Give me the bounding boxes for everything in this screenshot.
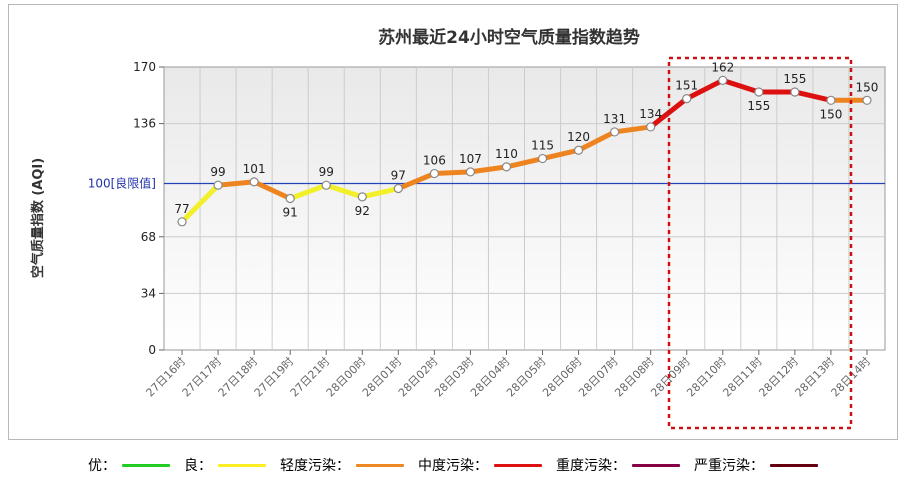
legend-swatch: [770, 463, 818, 467]
legend-swatch: [122, 463, 170, 467]
y-tick-label: 170: [133, 60, 156, 74]
data-point: [501, 162, 512, 172]
data-label: 134: [639, 107, 662, 121]
data-point: [177, 217, 187, 227]
data-point: [249, 177, 259, 187]
series-segment: [576, 129, 618, 153]
legend-item: 严重污染：: [694, 455, 818, 475]
data-point: [646, 122, 656, 132]
legend-item: 良：: [184, 455, 266, 475]
legend-label: 重度污染：: [556, 458, 626, 474]
legend-item: 优：: [88, 455, 170, 475]
aqi-line-chart: 苏州最近24小时空气质量指数趋势 100[良限值] 77 99 101 91 99 92 9…: [30, 27, 886, 430]
series-segment: [503, 156, 546, 170]
chart-frame: 苏州最近24小时空气质量指数趋势 100[良限值] 77 99 101 91 99 92 9…: [8, 4, 898, 440]
data-point: [862, 95, 872, 105]
data-point: [754, 87, 764, 97]
data-label: 162: [711, 60, 734, 74]
data-point: [321, 180, 331, 190]
series-segment: [684, 77, 726, 102]
data-point: [357, 192, 367, 202]
reference-line-label: 100[良限值]: [88, 176, 156, 191]
series-segment: [287, 182, 329, 202]
data-label: 97: [391, 169, 406, 183]
data-label: 91: [283, 206, 298, 220]
series-segment: [792, 89, 834, 103]
series-segment: [395, 171, 437, 192]
data-point: [573, 145, 584, 155]
reference-layer: 100[良限值]: [88, 176, 885, 191]
data-point: [790, 87, 800, 97]
data-label: 77: [174, 202, 189, 216]
data-label: 101: [243, 162, 266, 176]
legend-item: 轻度污染：: [280, 455, 404, 475]
series-segment: [179, 182, 221, 225]
series-segment: [540, 147, 582, 162]
data-label: 131: [603, 112, 626, 126]
data-point: [213, 180, 223, 190]
data-label: 107: [459, 152, 482, 166]
data-point: [826, 95, 836, 105]
data-label-layer: 77 99 101 91 99 92 97 106 107 110 115 120 131 134 151 1…: [174, 60, 878, 219]
x-tick-layer: 27日16时27日17时27日18时27日19时27日21时28日00时28日0…: [144, 350, 873, 399]
series-segment: [720, 77, 762, 95]
data-point: [465, 167, 476, 177]
legend-label: 中度污染：: [418, 458, 488, 474]
y-axis-label: 空气质量指数 (AQI): [30, 158, 46, 278]
data-label: 120: [567, 130, 590, 144]
x-tick-label: 28日14时: [829, 355, 874, 400]
data-label: 150: [856, 80, 879, 94]
data-point: [537, 153, 548, 164]
y-tick-label: 68: [141, 230, 156, 244]
data-label: 92: [355, 204, 370, 218]
data-label: 150: [819, 107, 842, 121]
highlight-box: [667, 56, 853, 430]
data-point: [610, 127, 620, 137]
data-label: 155: [747, 99, 770, 113]
data-point-layer: [177, 75, 872, 227]
data-point: [393, 183, 403, 194]
series-segment: [323, 182, 365, 200]
data-point: [682, 94, 692, 104]
series-segment: [431, 169, 473, 177]
series-segment: [612, 124, 654, 135]
data-label: 110: [495, 147, 518, 161]
y-tick-label: 136: [133, 117, 156, 131]
y-tick-layer: 0 34 68 136 170: [133, 60, 164, 357]
data-label: 151: [675, 79, 698, 93]
y-tick-label: 34: [141, 286, 156, 300]
data-point: [285, 193, 295, 204]
legend-label: 轻度污染：: [280, 458, 350, 474]
series-segment: [359, 186, 401, 200]
series-line-layer: [179, 77, 870, 225]
legend-label: 优：: [88, 458, 116, 474]
series-segment: [251, 179, 293, 202]
data-label: 106: [423, 154, 446, 168]
data-point: [429, 168, 439, 179]
series-segment: [467, 164, 509, 175]
data-label: 99: [319, 165, 334, 179]
legend-label: 良：: [184, 458, 212, 474]
legend-swatch: [218, 463, 266, 467]
y-tick-label: 0: [148, 343, 156, 357]
series-segment: [215, 179, 257, 188]
data-point: [718, 75, 728, 85]
legend-item: 重度污染：: [556, 455, 680, 475]
legend-item: 中度污染：: [418, 455, 542, 475]
legend-swatch: [356, 463, 404, 467]
data-label: 155: [783, 72, 806, 86]
grid-layer: [164, 67, 885, 350]
legend-label: 严重污染：: [694, 458, 764, 474]
legend-swatch: [494, 463, 542, 467]
chart-title: 苏州最近24小时空气质量指数趋势: [378, 27, 640, 48]
data-label: 115: [531, 139, 554, 153]
legend-swatch: [632, 463, 680, 467]
data-label: 99: [210, 165, 225, 179]
legend: 优： 良： 轻度污染： 中度污染： 重度污染： 严重污染：: [0, 450, 906, 480]
